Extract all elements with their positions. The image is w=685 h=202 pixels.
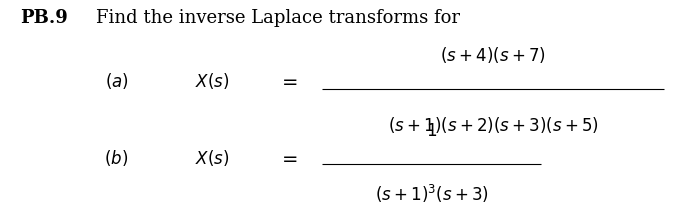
Text: $(s + 1)^3(s + 3)$: $(s + 1)^3(s + 3)$ xyxy=(375,183,488,202)
Text: $=$: $=$ xyxy=(277,72,298,90)
Text: $X(s)$: $X(s)$ xyxy=(195,71,229,91)
Text: $(b)$: $(b)$ xyxy=(104,147,129,168)
Text: PB.9: PB.9 xyxy=(21,9,68,27)
Text: $(a)$: $(a)$ xyxy=(105,71,128,91)
Text: Find the inverse Laplace transforms for: Find the inverse Laplace transforms for xyxy=(96,9,460,27)
Text: $X(s)$: $X(s)$ xyxy=(195,147,229,168)
Text: $(s + 1)(s + 2)(s + 3)(s + 5)$: $(s + 1)(s + 2)(s + 3)(s + 5)$ xyxy=(388,115,599,135)
Text: $1$: $1$ xyxy=(426,123,437,140)
Text: $(s + 4)(s + 7)$: $(s + 4)(s + 7)$ xyxy=(440,44,546,65)
Text: $=$: $=$ xyxy=(277,148,298,167)
